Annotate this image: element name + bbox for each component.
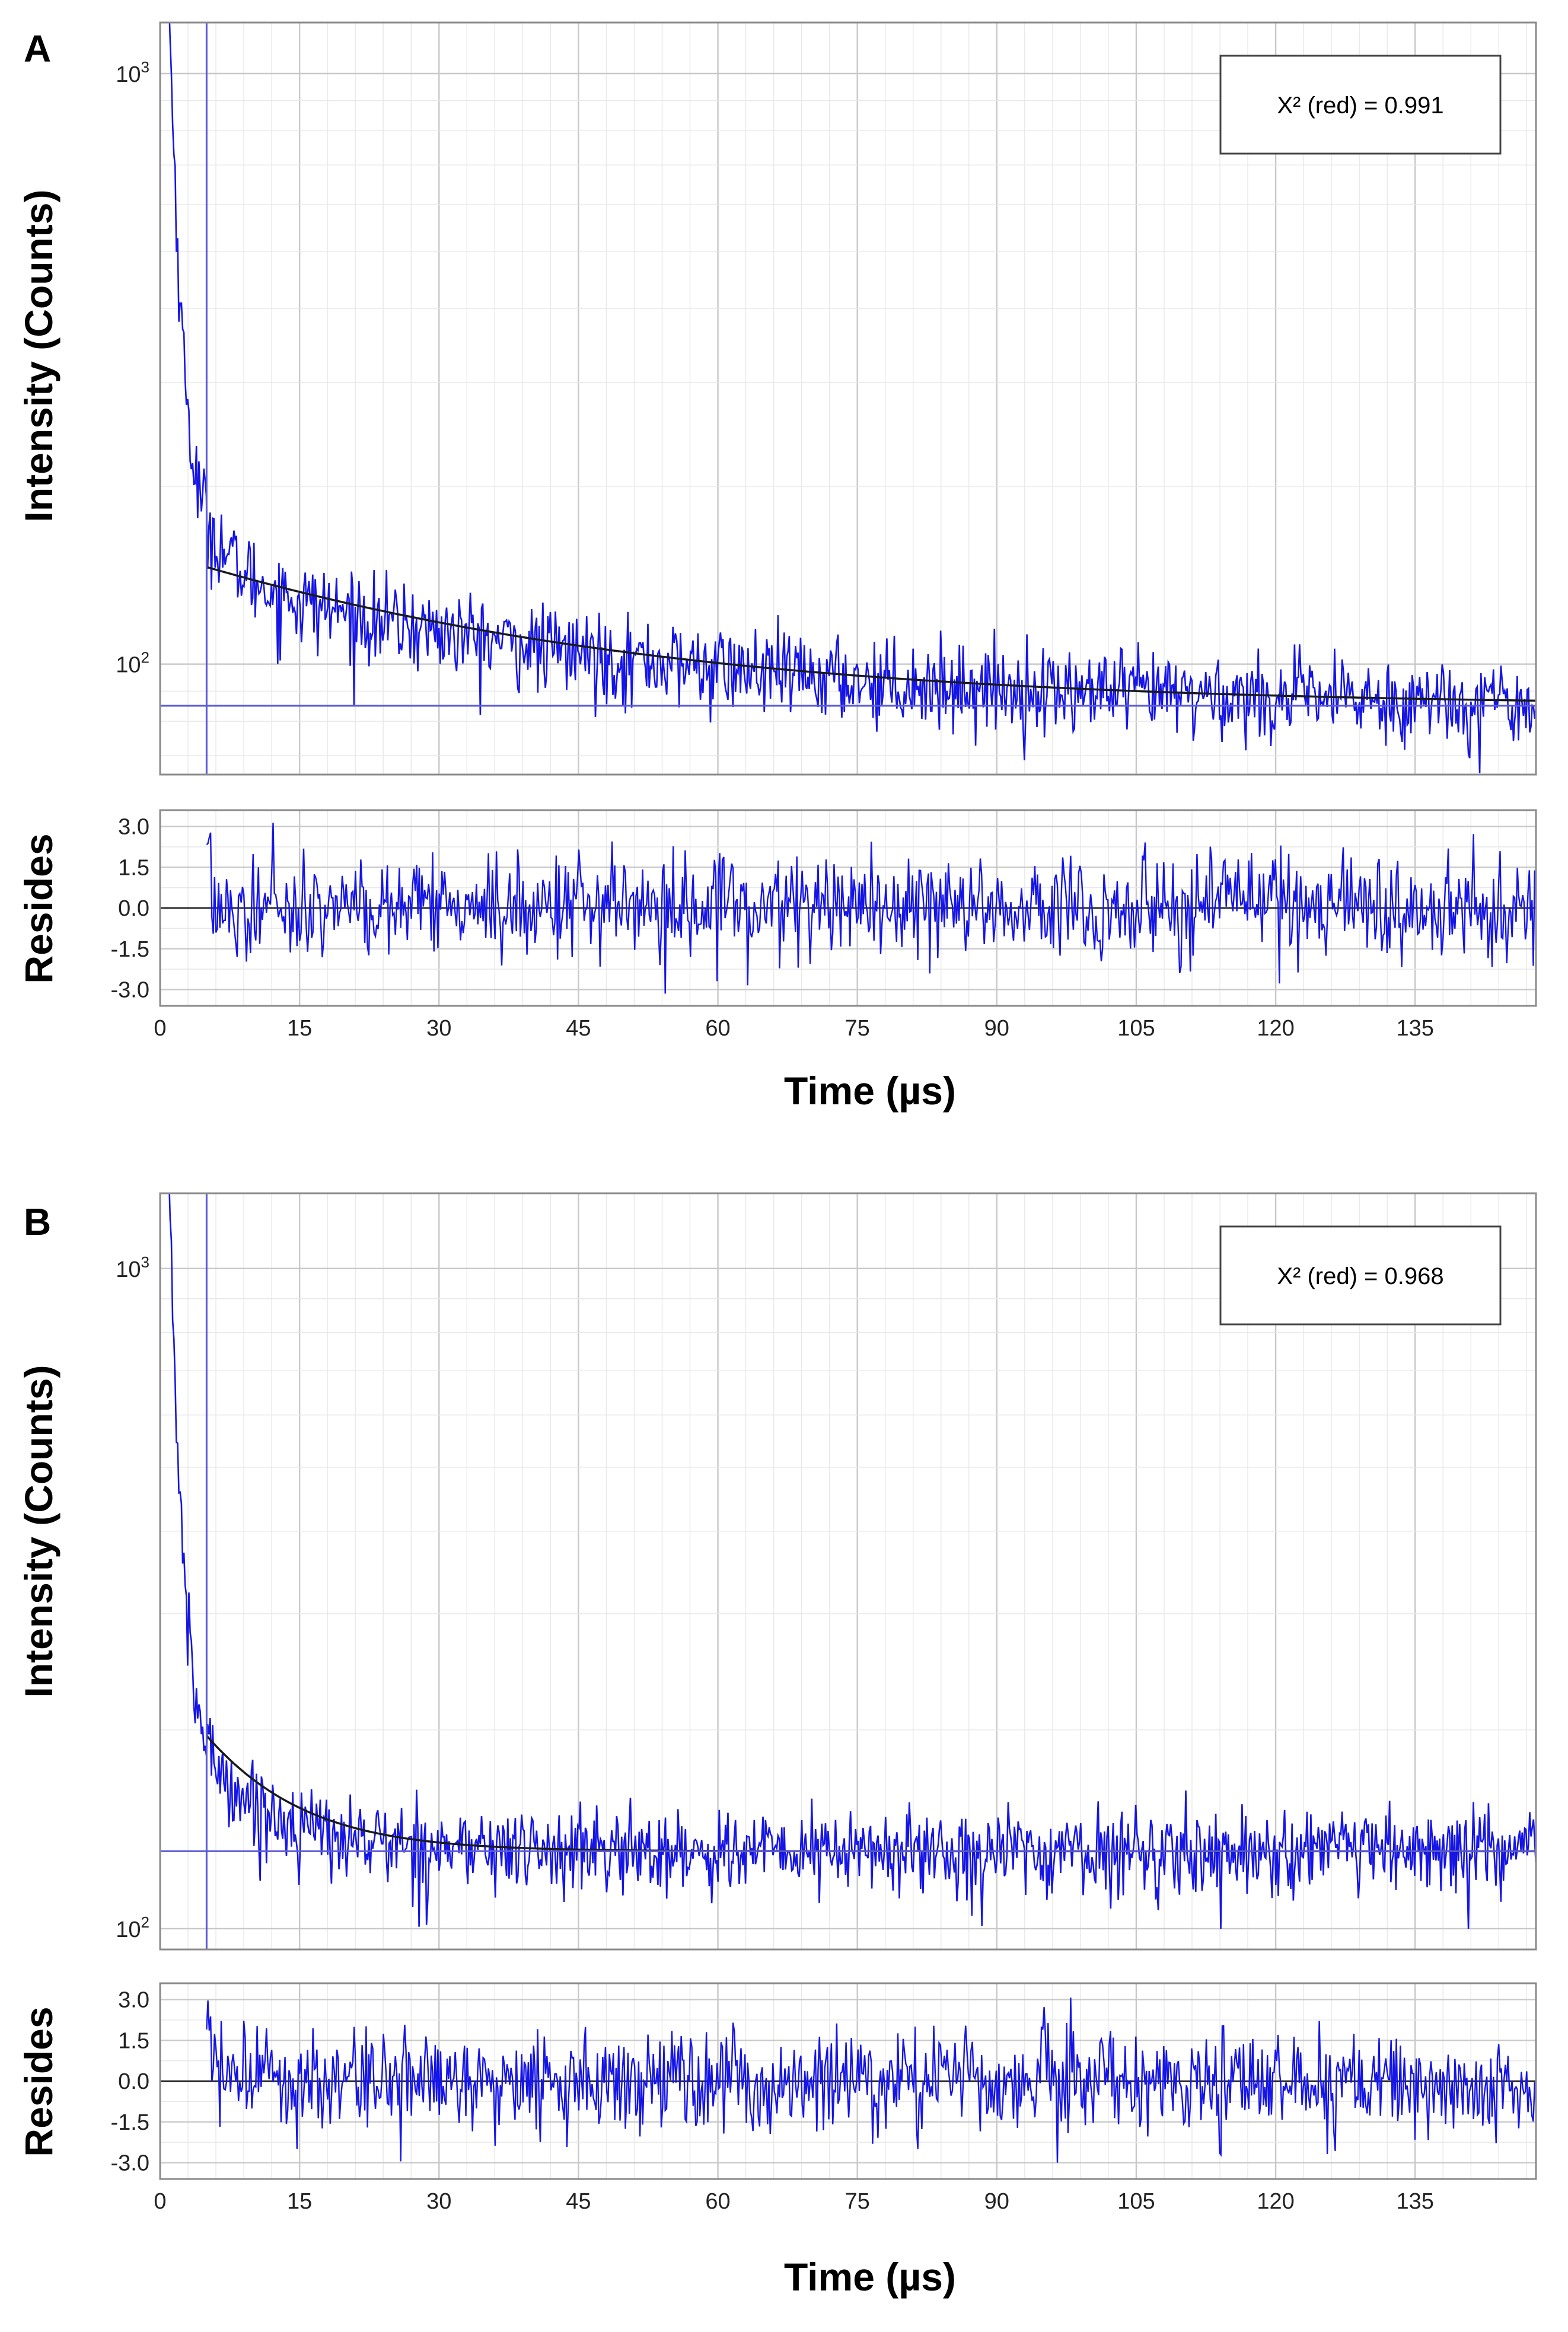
- panel-a: A Intensity (Counts) Resides Time (µs) 1…: [17, 21, 1537, 1113]
- y-axis-label: Intensity (Counts): [17, 190, 60, 523]
- residual-plot: 3.0 1.5 0.0 -1.5 -3.00 15 30 45 60 75 90 105 120 135: [111, 1982, 1537, 2214]
- panel-label: B: [24, 1200, 51, 1243]
- x-tick-label: 120: [1257, 2189, 1294, 2214]
- x-tick-label: 60: [705, 2189, 730, 2214]
- y-tick-label: 102: [116, 649, 149, 678]
- panel-label: A: [24, 27, 51, 70]
- y-tick-exponent: 3: [141, 1253, 149, 1271]
- x-tick-label: 30: [426, 1016, 451, 1041]
- x-tick-label: 75: [845, 1016, 870, 1041]
- x-tick-label: 15: [287, 1016, 312, 1041]
- residual-tick-label: 0.0: [118, 2069, 149, 2094]
- chi-square-box: X² (red) = 0.991: [1219, 55, 1502, 155]
- y-tick-base: 10: [116, 1917, 141, 1942]
- x-tick-label: 45: [566, 1016, 591, 1041]
- x-tick-label: 105: [1117, 1016, 1155, 1041]
- residual-tick-label: 3.0: [118, 815, 149, 840]
- x-tick-label: 135: [1397, 2189, 1434, 2214]
- plot-frame: [159, 1192, 1537, 1951]
- residual-plot: 3.0 1.5 0.0 -1.5 -3.00 15 30 45 60 75 90 105 120 135: [111, 809, 1537, 1041]
- x-axis-label: Time (µs): [784, 2255, 956, 2299]
- x-tick-label: 105: [1117, 2189, 1155, 2214]
- y-tick-base: 10: [116, 653, 141, 678]
- residual-frame: [159, 809, 1537, 1007]
- y-axis-label: Intensity (Counts): [17, 1365, 60, 1698]
- x-tick-label: 30: [426, 2189, 451, 2214]
- residual-tick-label: 0.0: [118, 896, 149, 921]
- y-tick-exponent: 2: [141, 1913, 149, 1931]
- panel-b: B Intensity (Counts) Resides Time (µs) 1…: [17, 1192, 1537, 2299]
- x-tick-label: 15: [287, 2189, 312, 2214]
- x-tick-label: 90: [984, 1016, 1009, 1041]
- x-tick-label: 135: [1397, 1016, 1434, 1041]
- plot-frame: [159, 21, 1537, 776]
- x-tick-label: 90: [984, 2189, 1009, 2214]
- x-tick-label: 120: [1257, 1016, 1294, 1041]
- y-tick-base: 10: [116, 62, 141, 87]
- residual-tick-label: 1.5: [118, 855, 149, 880]
- x-tick-label: 60: [705, 1016, 730, 1041]
- residual-axis-label: Resides: [17, 2006, 60, 2156]
- residual-tick-label: -3.0: [111, 978, 149, 1003]
- y-tick-label: 103: [116, 1253, 149, 1282]
- decay-data-series: [168, 1193, 1536, 1929]
- residual-tick-label: -1.5: [111, 937, 149, 962]
- chi-square-text: X² (red) = 0.991: [1277, 93, 1443, 119]
- residual-tick-label: 1.5: [118, 2028, 149, 2053]
- x-tick-label: 75: [845, 2189, 870, 2214]
- x-axis-label: Time (µs): [784, 1069, 956, 1113]
- x-tick-label: 45: [566, 2189, 591, 2214]
- residual-frame: [159, 1982, 1537, 2180]
- fit-curve: [206, 566, 1537, 702]
- chi-square-box: X² (red) = 0.968: [1219, 1225, 1502, 1326]
- residual-series: [206, 823, 1536, 994]
- y-tick-exponent: 3: [141, 58, 149, 76]
- y-tick-label: 102: [116, 1913, 149, 1942]
- residual-tick-label: -3.0: [111, 2151, 149, 2176]
- residual-tick-label: 3.0: [118, 1988, 149, 2013]
- y-tick-label: 103: [116, 58, 149, 87]
- y-tick-exponent: 2: [141, 649, 149, 667]
- decay-data-series: [168, 23, 1536, 773]
- residual-tick-label: -1.5: [111, 2110, 149, 2135]
- residual-axis-label: Resides: [17, 833, 60, 983]
- x-tick-label: 0: [154, 2189, 166, 2214]
- x-tick-label: 0: [154, 1016, 166, 1041]
- y-tick-base: 10: [116, 1257, 141, 1282]
- residual-series: [206, 1998, 1536, 2163]
- chi-square-text: X² (red) = 0.968: [1277, 1263, 1443, 1289]
